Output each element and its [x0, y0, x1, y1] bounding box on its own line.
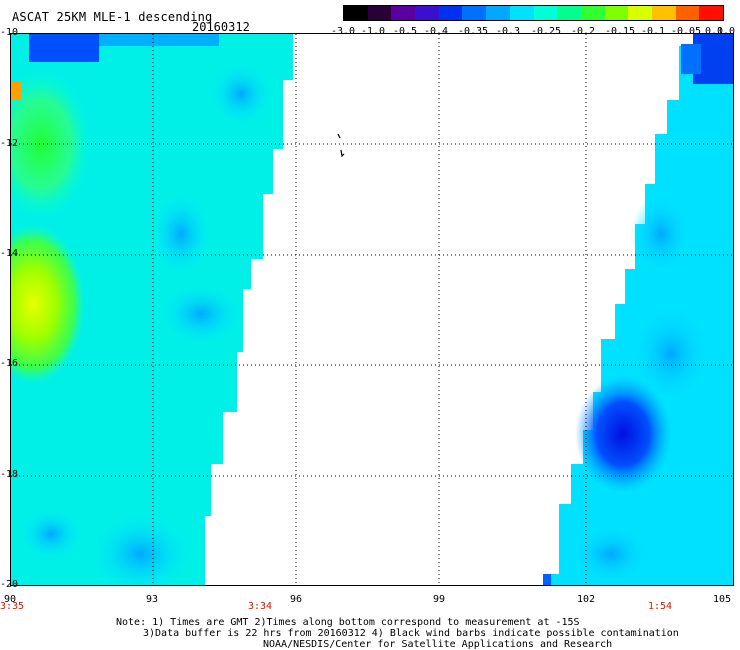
color-scale-bar — [343, 5, 724, 21]
color-scale-segment — [533, 6, 558, 20]
right-swath-blue-patch — [631, 304, 711, 404]
color-scale-tick: -0.25 — [530, 26, 562, 37]
color-scale-tick: -3.0 — [330, 26, 356, 37]
color-scale-tick: -0.2 — [570, 26, 596, 37]
color-scale-tick: -0.1 — [640, 26, 666, 37]
lon-label: 90 — [3, 594, 17, 605]
color-scale-segment — [628, 6, 652, 20]
lat-label: -12 — [0, 138, 19, 149]
color-scale-segment — [367, 6, 392, 20]
lon-label: 102 — [576, 594, 596, 605]
color-scale-tick: -0.3 — [495, 26, 521, 37]
lon-label: 96 — [289, 594, 303, 605]
right-swath-blue-patch — [571, 524, 651, 584]
lat-label: -14 — [0, 248, 19, 259]
left-swath-blue-strip — [99, 34, 219, 46]
color-scale-tick: -0.05 — [670, 26, 702, 37]
left-swath-orange-pixel — [11, 82, 21, 100]
left-swath-blue-patch — [211, 64, 271, 124]
left-swath — [11, 34, 293, 585]
map-date: 20160312 — [192, 20, 250, 34]
right-swath-blue-pixel — [543, 574, 551, 585]
lat-label: -20 — [0, 579, 19, 590]
scatterometer-map — [10, 33, 734, 586]
color-scale-segment — [391, 6, 416, 20]
map-title: ASCAT 25KM MLE-1 descending — [12, 10, 213, 24]
color-scale-segment — [675, 6, 700, 20]
time-label: 3:35 — [0, 601, 25, 612]
graticule — [11, 34, 733, 585]
lon-label: 105 — [712, 594, 732, 605]
right-swath — [543, 34, 733, 585]
color-scale-segment — [699, 6, 723, 20]
right-swath-field — [543, 34, 733, 585]
map-canvas — [11, 34, 733, 585]
color-scale-segment — [486, 6, 510, 20]
left-swath-blue-patch — [21, 509, 81, 559]
color-scale-segment — [462, 6, 487, 20]
color-scale-tick: 0.0 — [704, 26, 724, 37]
footnote-line-1: Note: 1) Times are GMT 2)Times along bot… — [116, 617, 580, 628]
lon-label: 99 — [432, 594, 446, 605]
left-swath-blue-patch — [91, 514, 191, 585]
left-swath-green-top — [11, 69, 91, 219]
color-scale-segment — [580, 6, 605, 20]
footnote-line-2: 3)Data buffer is 22 hrs from 20160312 4)… — [143, 628, 679, 639]
color-scale-tick: -0.15 — [604, 26, 636, 37]
left-swath-yellow-core — [11, 224, 85, 384]
color-scale-ticks: -3.0 -1.0 -0.5 -0.4 -0.35 -0.3 -0.25 -0.… — [330, 26, 736, 38]
color-scale-segment — [604, 6, 629, 20]
left-swath-blue-corner — [29, 34, 99, 62]
lon-label: 93 — [145, 594, 159, 605]
color-scale-tick: 1.0 — [716, 26, 736, 37]
color-scale-tick: -0.5 — [392, 26, 418, 37]
right-swath-deep-blue — [575, 376, 671, 492]
lat-label: -16 — [0, 358, 19, 369]
right-swath-blue-corner — [681, 44, 701, 74]
color-scale-segment — [438, 6, 463, 20]
color-scale-segment — [415, 6, 439, 20]
time-label: 3:34 — [247, 601, 273, 612]
left-swath-blue-patch — [161, 284, 241, 344]
lat-label: -18 — [0, 469, 19, 480]
color-scale-segment — [651, 6, 676, 20]
color-scale-segment — [509, 6, 534, 20]
right-swath-blue-patch — [631, 194, 691, 274]
color-scale-tick: -1.0 — [360, 26, 386, 37]
left-swath-blue-patch — [151, 194, 211, 274]
time-label: 1:54 — [647, 601, 673, 612]
color-scale-tick: -0.4 — [423, 26, 449, 37]
wind-barb — [337, 133, 345, 158]
wind-barbs — [337, 133, 345, 158]
color-scale-segment — [344, 6, 368, 20]
color-scale-tick: -0.35 — [457, 26, 489, 37]
lat-label: -10 — [0, 27, 19, 38]
color-scale-segment — [557, 6, 581, 20]
footnote-credit: NOAA/NESDIS/Center for Satellite Applica… — [263, 639, 613, 650]
